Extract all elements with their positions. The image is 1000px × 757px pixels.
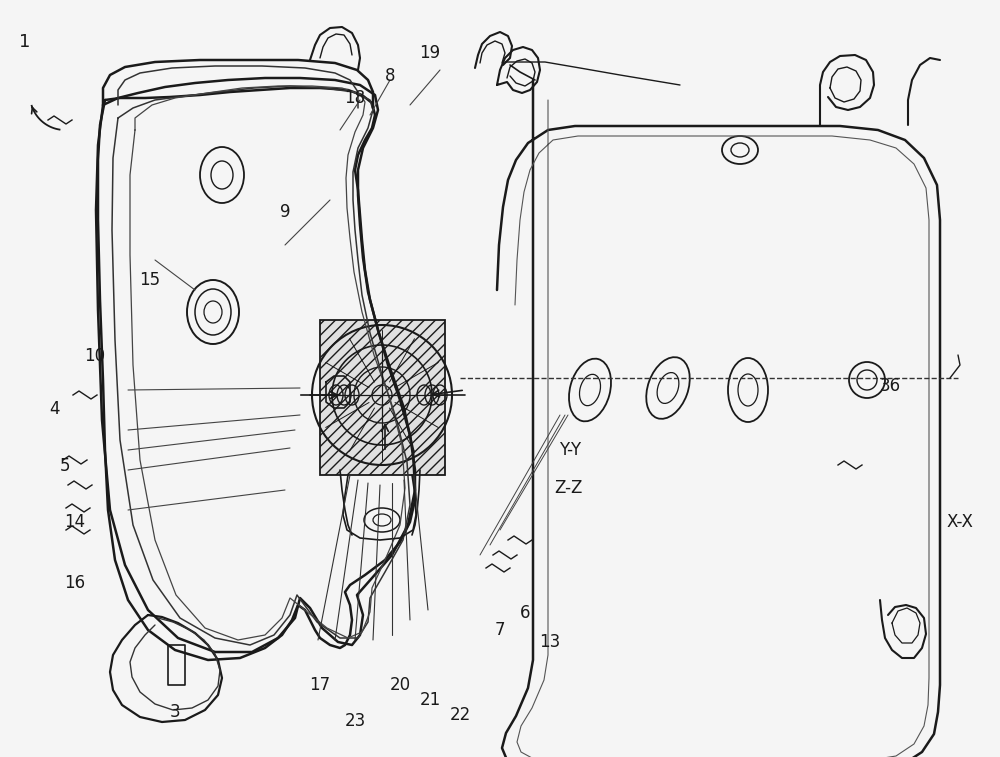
Text: 9: 9 xyxy=(280,203,290,221)
Text: X-X: X-X xyxy=(947,513,973,531)
Text: 15: 15 xyxy=(139,271,161,289)
Text: 14: 14 xyxy=(64,513,86,531)
Text: 22: 22 xyxy=(449,706,471,724)
Bar xyxy=(320,320,445,475)
Text: 7: 7 xyxy=(495,621,505,639)
Text: 13: 13 xyxy=(539,633,561,651)
Text: 8: 8 xyxy=(385,67,395,85)
Text: 1: 1 xyxy=(19,33,31,51)
Text: 6: 6 xyxy=(520,604,530,622)
Text: 3: 3 xyxy=(170,702,180,721)
Text: 23: 23 xyxy=(344,712,366,730)
Text: 21: 21 xyxy=(419,691,441,709)
Text: 18: 18 xyxy=(344,89,366,107)
Text: 19: 19 xyxy=(419,44,441,62)
Text: Z-Z: Z-Z xyxy=(554,478,582,497)
Text: 20: 20 xyxy=(389,676,411,694)
Text: 5: 5 xyxy=(60,456,70,475)
Text: 16: 16 xyxy=(64,574,86,592)
Text: Y-Y: Y-Y xyxy=(559,441,581,459)
Text: 36: 36 xyxy=(879,377,901,395)
Text: 4: 4 xyxy=(50,400,60,418)
Text: 10: 10 xyxy=(84,347,106,365)
Text: 17: 17 xyxy=(309,676,331,694)
